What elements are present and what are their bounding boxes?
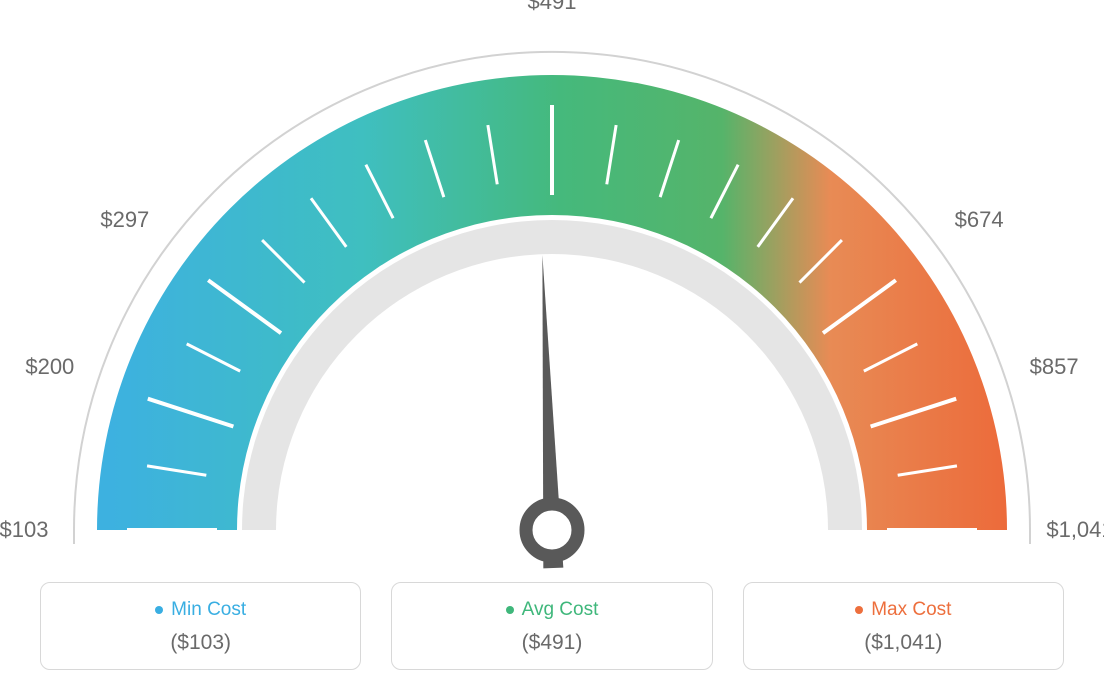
gauge-area: $103 $200 $297 $491 $674 $857 $1,041 bbox=[0, 0, 1104, 570]
min-dot-icon bbox=[155, 606, 163, 614]
min-cost-card: Min Cost ($103) bbox=[40, 582, 361, 670]
gauge-tick-label: $674 bbox=[955, 207, 1004, 233]
summary-cards: Min Cost ($103) Avg Cost ($491) Max Cost… bbox=[0, 582, 1104, 670]
max-cost-value: ($1,041) bbox=[744, 631, 1063, 655]
gauge-tick-label: $103 bbox=[0, 517, 48, 543]
avg-cost-card: Avg Cost ($491) bbox=[391, 582, 712, 670]
chart-container: $103 $200 $297 $491 $674 $857 $1,041 Min Cost … bbox=[0, 0, 1104, 690]
max-dot-icon bbox=[855, 606, 863, 614]
min-cost-title: Min Cost bbox=[171, 599, 246, 621]
gauge-tick-label: $1,041 bbox=[1046, 517, 1104, 543]
avg-cost-title-row: Avg Cost bbox=[506, 599, 599, 621]
min-cost-value: ($103) bbox=[41, 631, 360, 655]
avg-cost-value: ($491) bbox=[392, 631, 711, 655]
min-cost-title-row: Min Cost bbox=[155, 599, 246, 621]
gauge-svg bbox=[0, 0, 1104, 570]
avg-cost-title: Avg Cost bbox=[522, 599, 599, 621]
max-cost-card: Max Cost ($1,041) bbox=[743, 582, 1064, 670]
gauge-tick-label: $857 bbox=[1030, 354, 1079, 380]
avg-dot-icon bbox=[506, 606, 514, 614]
gauge-tick-label: $297 bbox=[100, 207, 149, 233]
gauge-tick-label: $200 bbox=[25, 354, 74, 380]
max-cost-title-row: Max Cost bbox=[855, 599, 951, 621]
gauge-tick-label: $491 bbox=[528, 0, 577, 15]
max-cost-title: Max Cost bbox=[871, 599, 951, 621]
